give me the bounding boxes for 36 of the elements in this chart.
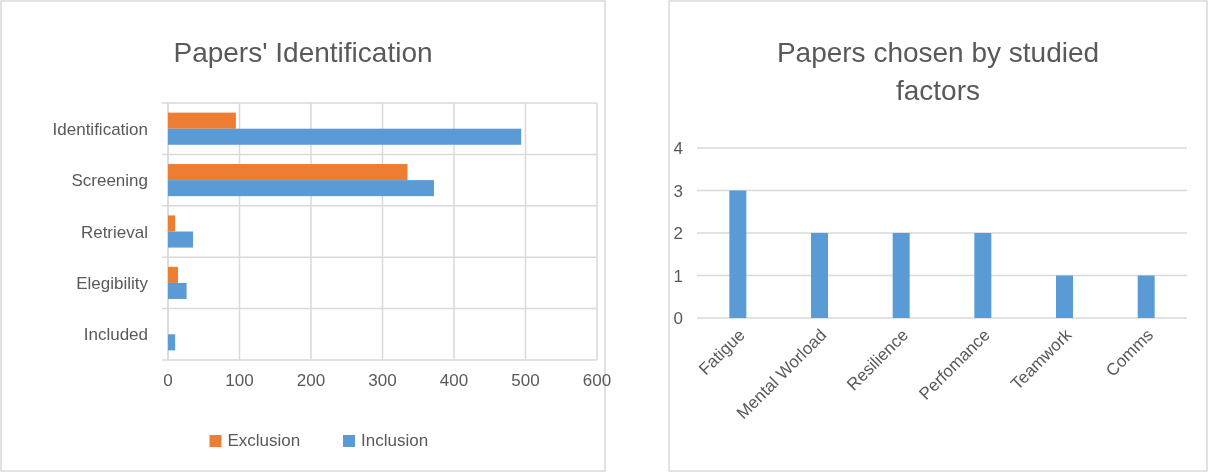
y-tick-label: 3 (673, 181, 683, 201)
legend-label: Exclusion (227, 431, 301, 450)
y-tick-label: 2 (673, 224, 683, 243)
chart-title: Papers' Identification (173, 37, 433, 68)
bar (168, 215, 176, 232)
bar (168, 180, 434, 197)
y-tick-label: Elegibility (76, 273, 149, 293)
y-tick-label: 4 (673, 139, 683, 158)
bar (810, 233, 829, 318)
y-tick-label: Retrieval (80, 222, 148, 242)
y-tick-label: Screening (71, 171, 148, 191)
x-tick-label: 100 (225, 371, 254, 390)
bar (974, 233, 992, 318)
y-tick-label: Included (83, 325, 148, 345)
bar (168, 128, 522, 145)
x-tick-label: 400 (439, 371, 469, 390)
x-tick-label: 200 (296, 371, 326, 390)
bar (168, 266, 179, 283)
bar (168, 231, 194, 248)
x-tick-label: 300 (368, 371, 397, 390)
bar (168, 334, 176, 351)
bar (729, 190, 747, 318)
x-tick-label: 500 (511, 371, 540, 390)
bar (892, 233, 910, 318)
y-tick-label: Identification (52, 119, 148, 139)
x-tick-label: 0 (163, 371, 173, 390)
bar (1137, 275, 1155, 318)
y-tick-label: 1 (673, 266, 683, 286)
chart-title: Papers chosen by studied factors (776, 37, 1100, 106)
bar (168, 112, 236, 129)
bar (168, 164, 408, 181)
legend-label: Inclusion (361, 431, 429, 450)
bar (168, 282, 187, 299)
y-tick-label: 0 (673, 309, 683, 328)
x-tick-label: 600 (582, 371, 612, 390)
bar (1055, 275, 1073, 318)
